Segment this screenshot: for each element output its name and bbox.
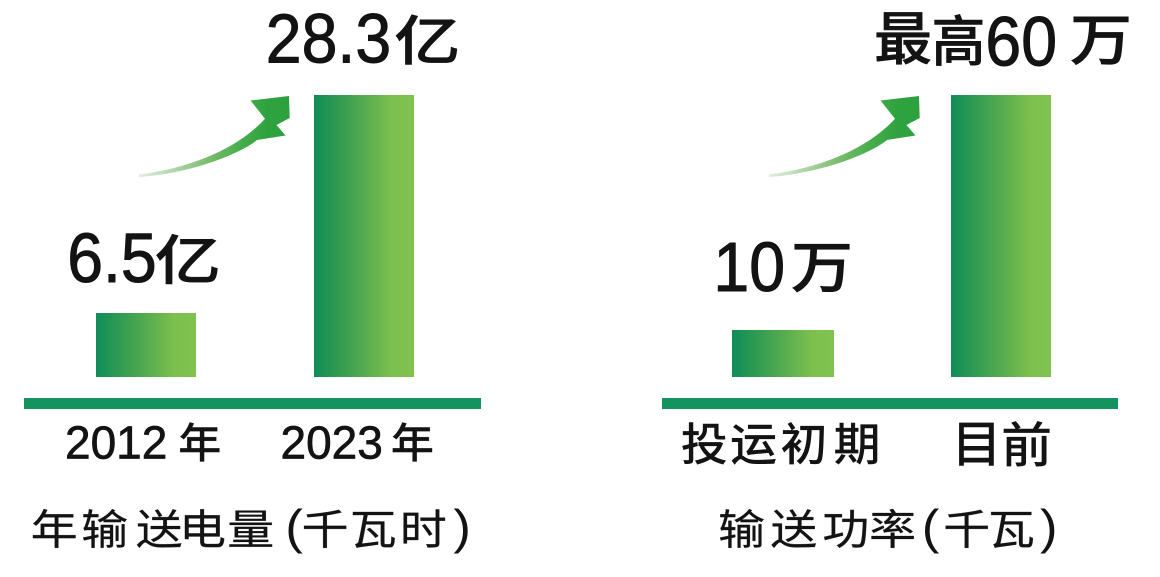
svg-text:60: 60: [985, 3, 1057, 81]
svg-text:(: (: [922, 500, 940, 554]
svg-text:2012: 2012: [65, 417, 167, 469]
svg-text:28.3: 28.3: [266, 0, 391, 78]
svg-text:(: (: [285, 500, 303, 554]
svg-text:): ): [1040, 500, 1058, 554]
svg-text:10: 10: [713, 229, 785, 307]
svg-text:2023: 2023: [281, 417, 383, 469]
svg-text:6.5: 6.5: [67, 220, 157, 298]
svg-text:): ): [453, 500, 471, 554]
